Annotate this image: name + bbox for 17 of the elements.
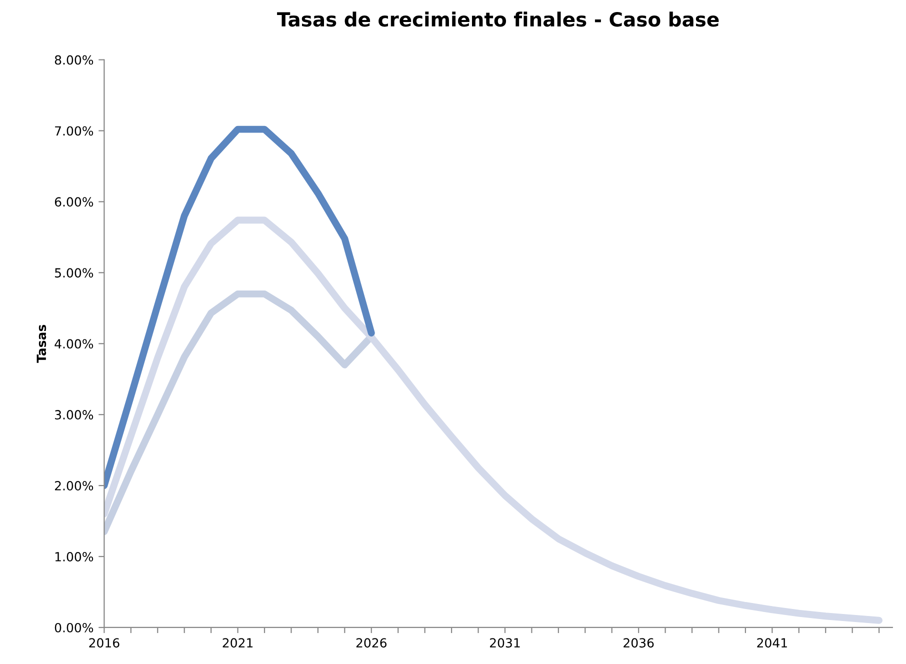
x-tick-label: 2016 (89, 638, 120, 648)
y-tick-label: 3.00% (55, 410, 94, 420)
x-tick-label: 2026 (356, 638, 386, 648)
x-tick-label: 2031 (490, 638, 520, 648)
y-tick-label: 6.00% (54, 197, 94, 207)
y-axis-title: Tasas (36, 324, 46, 363)
x-tick-label: 2036 (624, 638, 654, 648)
y-tick-label: 4.00% (54, 339, 94, 349)
x-tick-label: 2041 (757, 638, 787, 648)
y-tick-label: 2.00% (54, 481, 94, 490)
chart-title: Tasas de crecimiento finales - Caso base (277, 12, 719, 27)
y-tick-label: 0.00% (54, 622, 94, 632)
x-tick-label: 2021 (222, 638, 253, 648)
y-tick-label: 1.00% (55, 552, 94, 562)
y-tick-label: 8.00% (54, 55, 94, 65)
y-tick-label: 5.00% (55, 268, 94, 278)
y-tick-label: 7.00% (55, 126, 94, 136)
